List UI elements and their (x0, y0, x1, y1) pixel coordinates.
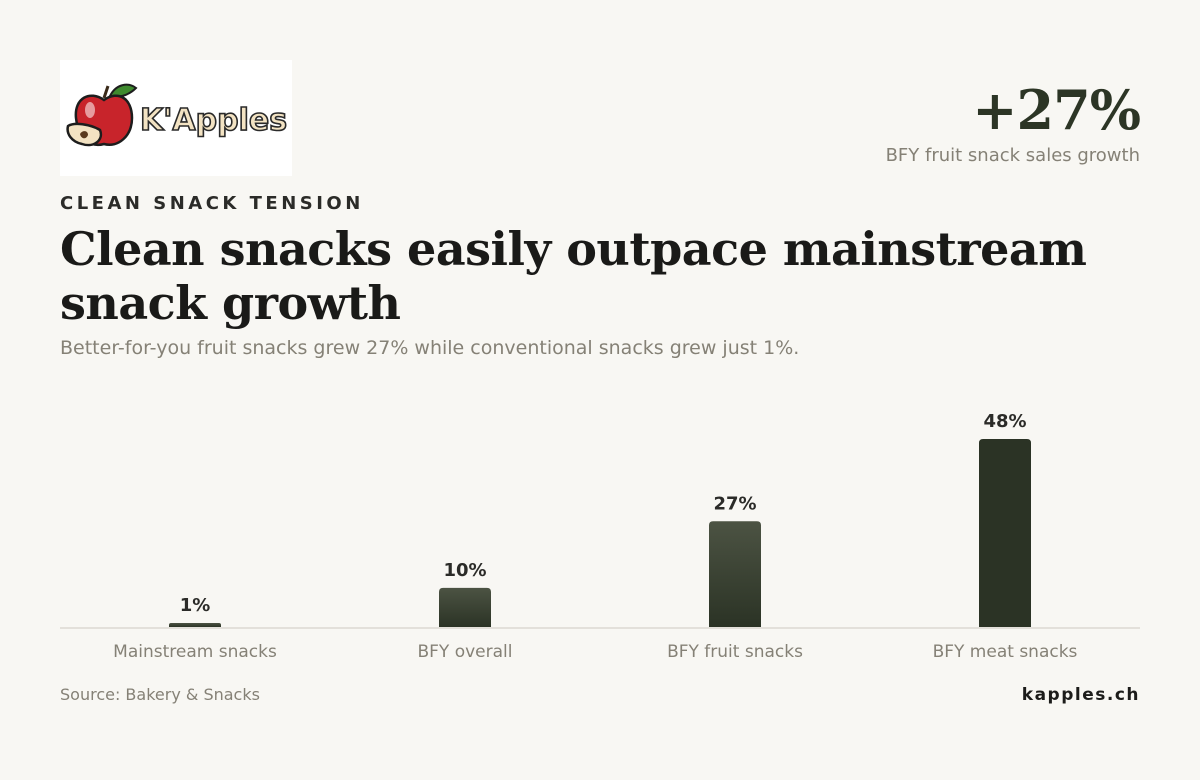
logo-wordmark: K'Apples (140, 103, 287, 138)
site-url: kapples.ch (1021, 685, 1140, 705)
page-subtitle: Better-for-you fruit snacks grew 27% whi… (60, 337, 800, 359)
bar-value-label: 1% (180, 595, 211, 616)
bar-value-label: 27% (713, 493, 756, 514)
category-label: Mainstream snacks (113, 642, 277, 662)
category-label: BFY overall (417, 642, 512, 662)
eyebrow-label: CLEAN SNACK TENSION (60, 193, 364, 214)
headline-stat-value: +27% (972, 78, 1141, 142)
page-title: Clean snacks easily outpace mainstream s… (60, 222, 1087, 330)
bar-1 (169, 623, 221, 627)
brand-logo: K'Apples (60, 60, 292, 176)
bar-2 (439, 587, 491, 627)
apple-logo-icon: K'Apples (66, 83, 288, 147)
category-label: BFY meat snacks (933, 642, 1078, 662)
bar-value-label: 48% (983, 411, 1026, 432)
bar-value-label: 10% (443, 560, 486, 581)
headline-stat-label: BFY fruit snack sales growth (885, 145, 1140, 166)
category-label: BFY fruit snacks (667, 642, 803, 662)
source-note: Source: Bakery & Snacks (60, 685, 260, 704)
bar-4 (979, 439, 1031, 627)
headline-stat: +27% BFY fruit snack sales growth (885, 78, 1141, 168)
bar-3 (709, 521, 761, 627)
